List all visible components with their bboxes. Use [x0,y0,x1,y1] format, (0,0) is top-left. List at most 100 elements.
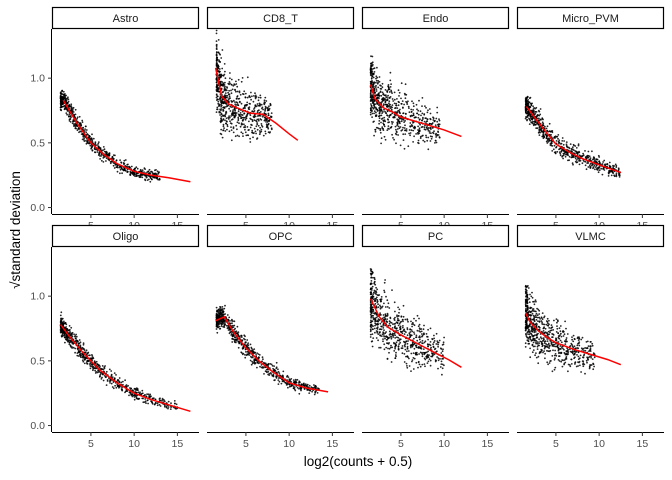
data-point [578,158,581,161]
data-point [372,84,375,87]
data-point [144,178,146,181]
data-point [369,336,372,338]
data-point [220,104,223,107]
data-point [249,137,252,140]
data-point [418,342,421,344]
data-point [373,87,376,90]
data-point [216,83,218,86]
data-point [217,320,220,322]
data-point [73,123,75,126]
data-point [223,326,226,328]
data-point [384,337,386,340]
data-point [574,157,577,160]
data-point [221,67,224,70]
data-point [258,114,260,117]
data-point [372,298,375,301]
data-point [384,317,386,320]
data-point [409,122,412,124]
data-point [561,140,564,142]
data-point [235,97,238,100]
data-point [422,134,424,137]
data-point [69,344,72,347]
data-point [389,107,392,110]
data-point [417,125,419,128]
data-point [612,166,615,169]
data-point [217,308,220,311]
data-point [220,73,223,76]
data-point [283,380,286,383]
data-point [74,127,77,130]
data-point [90,358,93,361]
data-point [549,130,552,133]
data-point [65,326,67,328]
data-point [420,330,423,333]
data-point [61,317,64,320]
data-point [423,128,426,131]
data-point [119,159,121,162]
data-point [418,363,421,366]
data-point [371,116,373,118]
data-point [397,104,400,107]
data-point [589,162,592,165]
data-point [406,350,408,353]
data-point [238,90,241,93]
data-point [383,348,386,351]
data-point [437,134,440,136]
data-point [408,111,411,114]
data-point [557,137,559,140]
data-point [275,361,278,364]
data-point [536,114,539,116]
data-point [563,140,565,142]
data-point [260,128,263,131]
data-point [246,101,249,104]
facet-strip-label: Micro_PVM [562,13,619,25]
data-point [109,160,112,163]
data-point [369,282,372,285]
data-point [400,120,403,123]
data-point [577,157,579,160]
data-point [227,118,230,120]
data-point [81,119,84,122]
data-point [289,378,291,381]
data-point [130,387,133,390]
data-point [383,123,385,126]
data-point [139,168,142,171]
data-point [541,117,544,120]
data-point [169,408,172,410]
data-point [144,393,146,396]
data-point [390,337,393,340]
data-point [376,326,379,329]
data-point [303,382,305,385]
data-point [407,350,410,352]
data-point [372,73,374,76]
data-point [374,290,376,293]
data-point [434,124,437,126]
data-point [256,352,258,354]
data-point [409,125,412,128]
data-point [427,148,430,151]
data-point [298,392,301,395]
data-point [383,125,386,128]
data-point [243,126,245,129]
data-point [615,172,618,175]
data-point [422,328,425,331]
data-point [404,129,406,132]
data-point [261,115,264,118]
data-point [269,124,272,127]
data-point [66,328,68,330]
data-point [232,99,235,102]
data-point [115,374,117,376]
data-point [227,93,230,96]
facet-strip [51,6,200,30]
data-point [386,99,389,102]
data-point [378,346,380,349]
data-point [378,92,380,94]
data-point [265,119,268,121]
data-point [387,84,390,86]
data-point [137,397,140,400]
trend-line [62,99,191,183]
data-point [218,323,221,325]
data-point [69,329,71,331]
data-point [376,301,379,304]
data-point [398,91,401,94]
